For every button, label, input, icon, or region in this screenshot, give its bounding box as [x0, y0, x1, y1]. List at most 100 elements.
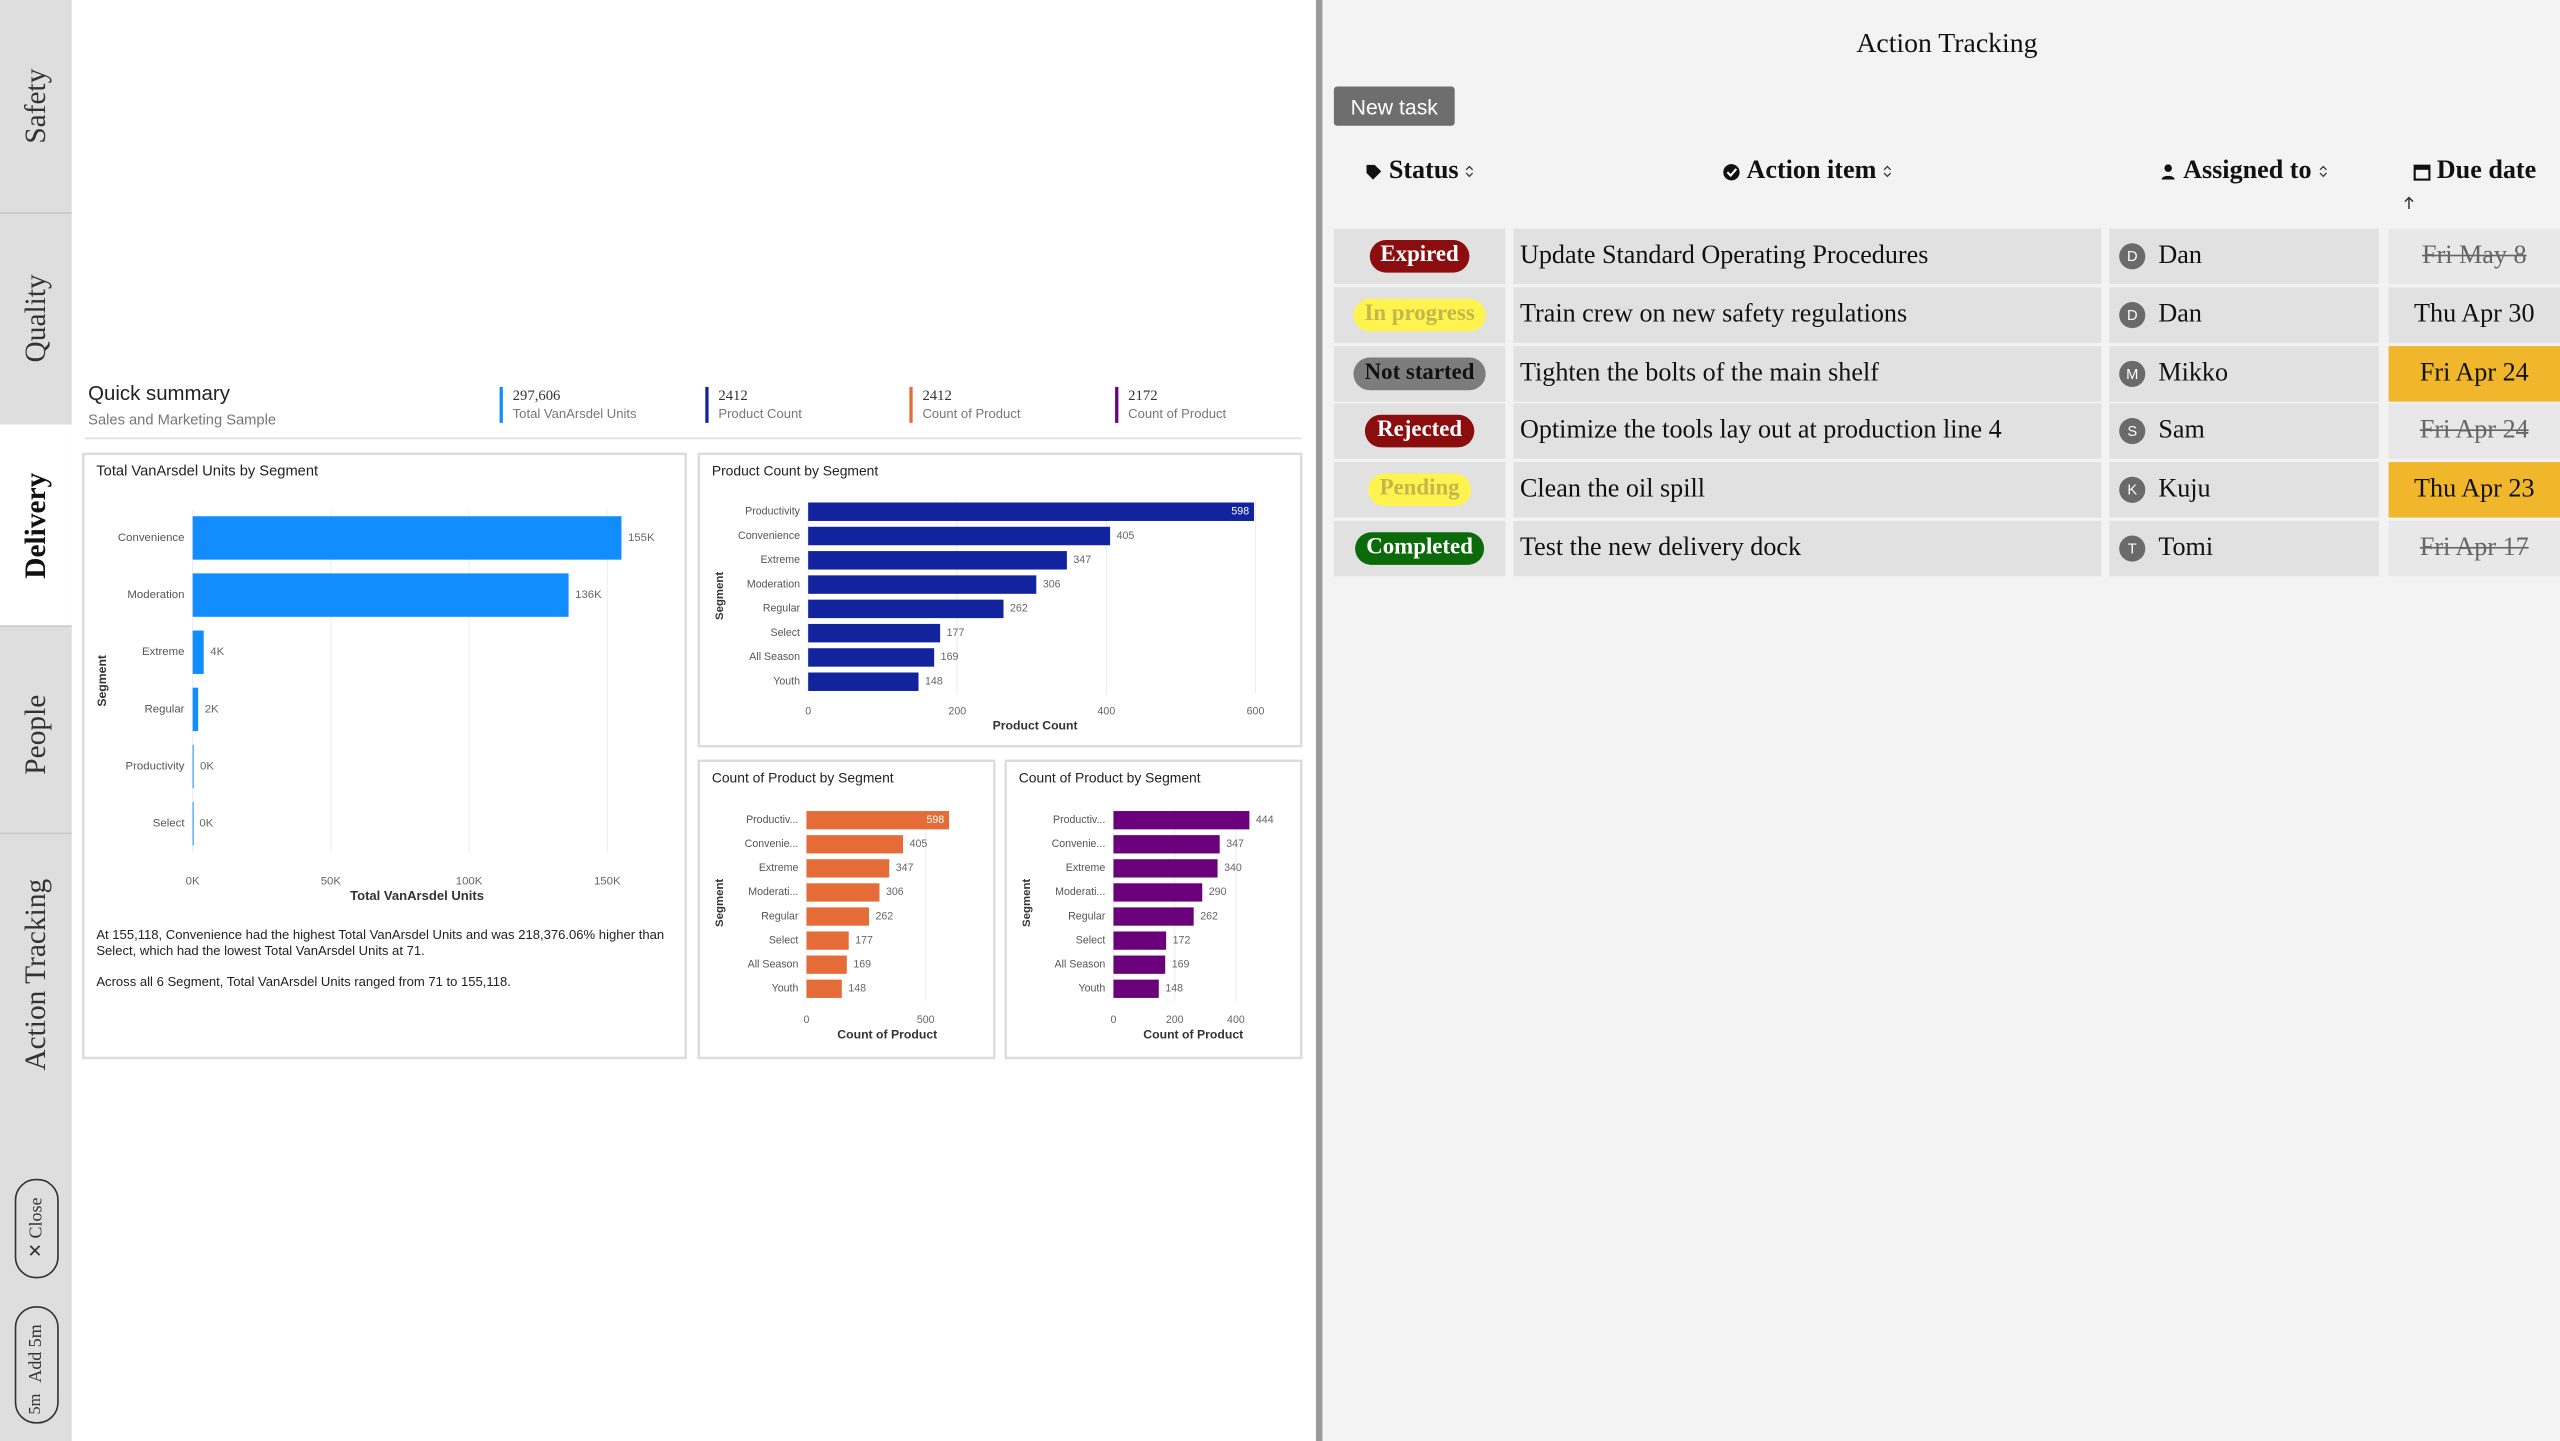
value-label: 148 — [848, 983, 866, 995]
bar — [1113, 955, 1166, 974]
y-tick-label: Extreme — [759, 862, 799, 874]
due-date: Fri Apr 17 — [2419, 533, 2529, 562]
action-text[interactable]: Test the new delivery dock — [1520, 533, 1802, 562]
kpi: 297,606 Total VanArsdel Units — [499, 386, 637, 423]
bar — [806, 907, 869, 926]
action-cell[interactable]: Clean the oil spill — [1513, 462, 2102, 518]
y-tick-label: Youth — [772, 983, 799, 995]
tab[interactable]: People — [0, 627, 72, 835]
action-cell[interactable]: Tighten the bolts of the main shelf — [1513, 345, 2102, 401]
value-label: 405 — [910, 838, 928, 850]
charts: Total VanArsdel Units by Segment 0K 50K 100… — [82, 452, 1303, 1060]
status-cell: In progress — [1333, 287, 1506, 343]
kpi: 2172 Count of Product — [1115, 386, 1227, 423]
due-cell: Fri Apr 24 — [2388, 403, 2560, 460]
x-tick-label: 50K — [321, 876, 342, 888]
new-task-button[interactable]: New task — [1333, 86, 1455, 126]
bar — [808, 672, 919, 691]
y-tick-label: Youth — [773, 676, 800, 688]
y-tick-label: Select — [153, 818, 186, 830]
column-label[interactable]: Status — [1388, 156, 1459, 185]
value-label: 4K — [210, 646, 224, 658]
y-tick-label: Convenience — [738, 530, 800, 542]
avatar: T — [2119, 535, 2146, 562]
action-text[interactable]: Update Standard Operating Procedures — [1520, 241, 1929, 270]
person-icon — [2161, 164, 2175, 180]
assignee-name: Dan — [2158, 300, 2202, 328]
value-label: 598 — [926, 814, 944, 826]
bar — [808, 623, 941, 643]
column-label[interactable]: Due date — [2436, 156, 2537, 185]
due-cell: Thu Apr 30 — [2388, 287, 2560, 343]
column-header[interactable]: Assigned to — [2109, 155, 2378, 188]
value-label: 444 — [1256, 814, 1274, 826]
y-tick-label: Regular — [761, 910, 799, 922]
bar — [192, 630, 204, 674]
y-tick-label: Moderation — [127, 589, 184, 601]
y-tick-label: Moderati... — [1055, 886, 1105, 898]
action-text[interactable]: Optimize the tools lay out at production… — [1520, 416, 2002, 445]
value-label: 148 — [925, 676, 943, 688]
y-tick-label: Regular — [763, 603, 801, 615]
assignee-name: Sam — [2158, 416, 2205, 445]
value-label: 306 — [1043, 578, 1061, 590]
add-time-button[interactable]: Add 5m 5m — [14, 1306, 59, 1424]
action-text[interactable]: Tighten the bolts of the main shelf — [1520, 358, 1879, 387]
divider — [1315, 0, 1323, 1441]
status-cell: Expired — [1333, 228, 1506, 285]
action-text[interactable]: Train crew on new safety regulations — [1520, 300, 1908, 328]
column-header[interactable]: Status — [1334, 155, 1505, 188]
bar — [192, 516, 622, 560]
y-tick-label: All Season — [748, 958, 799, 970]
y-tick-label: Select — [770, 627, 800, 639]
action-cell[interactable]: Test the new delivery dock — [1513, 520, 2102, 577]
value-label: 177 — [947, 627, 965, 639]
chart-title: Count of Product by Segment — [712, 769, 894, 785]
chart-title: Count of Product by Segment — [1019, 769, 1201, 785]
value-label: 0K — [200, 761, 214, 773]
kpi-label: Count of Product — [1128, 406, 1227, 422]
tab-active[interactable]: Delivery — [0, 424, 72, 627]
avatar: D — [2119, 301, 2146, 328]
status-cell: Rejected — [1333, 403, 1506, 460]
column-label[interactable]: Action item — [1746, 156, 1877, 185]
column-header[interactable]: Action item — [1513, 155, 2101, 188]
due-cell: Thu Apr 23 — [2388, 462, 2560, 518]
summary-title: Quick summary — [88, 382, 230, 405]
column-header[interactable]: Due date — [2389, 155, 2560, 188]
bar — [806, 859, 890, 878]
close-button[interactable]: ✕ Close — [14, 1178, 59, 1279]
value-label: 262 — [1200, 910, 1218, 922]
value-label: 169 — [853, 958, 871, 970]
bar — [808, 551, 1067, 570]
due-date: Fri Apr 24 — [2419, 358, 2529, 387]
bar — [192, 744, 194, 789]
bar — [808, 599, 1004, 619]
summary-rule — [84, 437, 1302, 440]
column-label[interactable]: Assigned to — [2183, 156, 2312, 185]
action-text[interactable]: Clean the oil spill — [1520, 475, 1706, 504]
avatar: K — [2119, 477, 2146, 504]
tab[interactable]: Safety — [0, 0, 72, 214]
value-label: 262 — [1010, 603, 1028, 615]
y-axis-title: Segment — [95, 655, 109, 707]
action-cell[interactable]: Train crew on new safety regulations — [1513, 287, 2102, 343]
x-tick-label: 400 — [1227, 1014, 1245, 1026]
sort-icon — [1466, 165, 1474, 178]
x-tick-label: 200 — [948, 706, 966, 718]
x-tick-label: 400 — [1098, 706, 1116, 718]
check-icon — [1722, 163, 1740, 180]
x-axis-title: Count of Product — [837, 1027, 937, 1041]
bar — [192, 687, 199, 732]
action-cell[interactable]: Optimize the tools lay out at production… — [1513, 403, 2102, 460]
x-axis-title: Count of Product — [1143, 1027, 1243, 1041]
action-cell[interactable]: Update Standard Operating Procedures — [1513, 228, 2102, 285]
y-tick-label: Youth — [1079, 983, 1106, 995]
y-tick-label: Moderation — [747, 578, 800, 590]
status-badge: Pending — [1368, 473, 1472, 507]
narrative-text: At 155,118, Convenience had the highest … — [96, 927, 665, 959]
y-tick-label: Select — [1076, 934, 1106, 946]
bar — [806, 883, 880, 902]
value-label: 347 — [1226, 838, 1244, 850]
x-tick-label: 0 — [804, 1014, 810, 1026]
